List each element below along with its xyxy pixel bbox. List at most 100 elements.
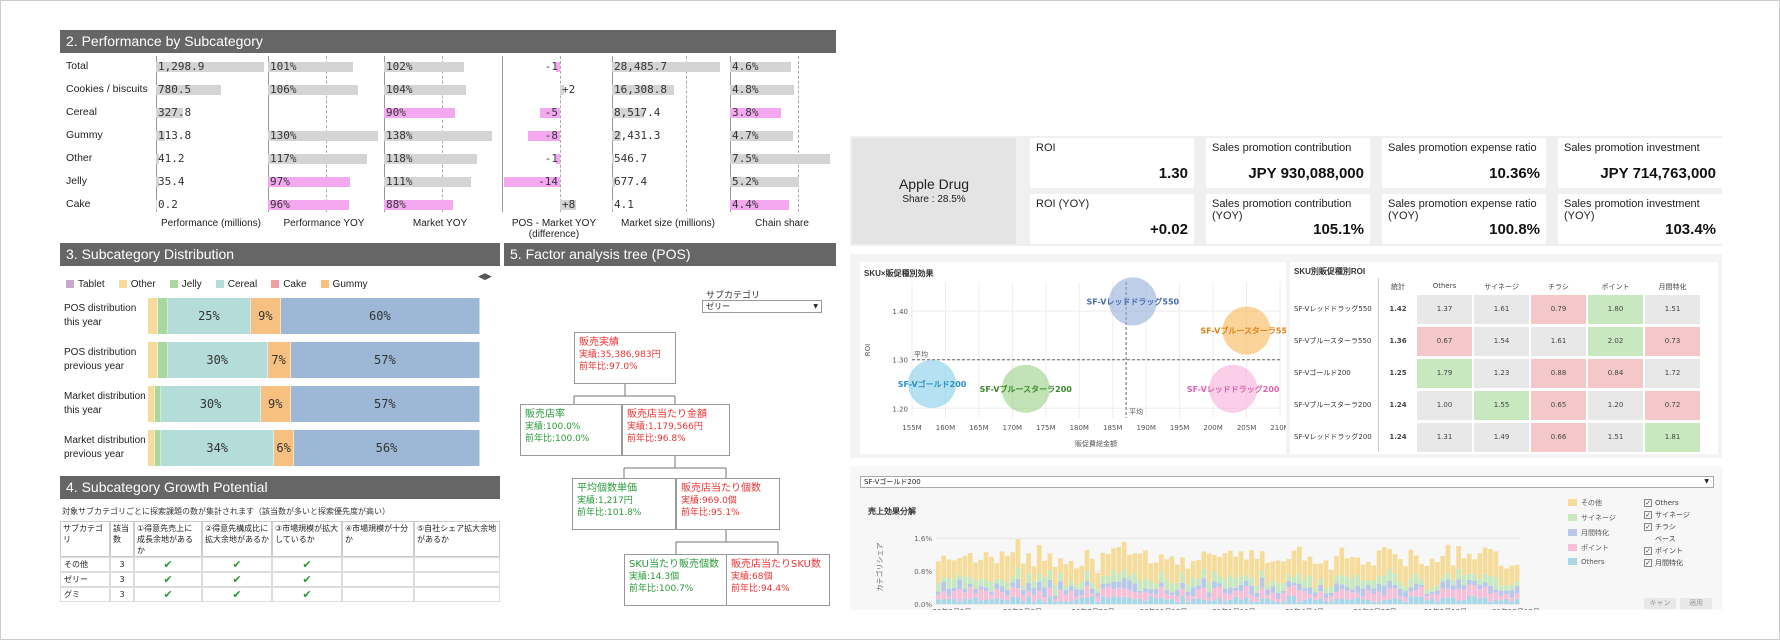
filter-option[interactable]: ✓ サイネージ [1644,510,1720,522]
kpi-card: ROI 1.30 [1030,138,1194,188]
effect-bar-segment [1355,597,1361,604]
legend-nav-arrows[interactable]: ◀▶ [478,272,492,282]
filter-option[interactable]: ✓ ポイント [1644,546,1720,558]
growth-column-header: ③市場規模が拡大しているか [272,521,342,557]
heatmap-cell[interactable]: 0.72 [1644,390,1701,421]
effect-bar-segment [1206,597,1212,601]
heatmap-cell[interactable]: 1.81 [1644,422,1701,453]
cancel-button[interactable]: キャン [1644,598,1676,609]
bubble-point[interactable] [1209,364,1258,413]
market-yoy-value: 90% [386,106,406,119]
heatmap-cell[interactable]: 0.65 [1530,390,1587,421]
heatmap-cell[interactable]: 1.80 [1587,294,1644,325]
heatmap-cell[interactable]: 1.25 [1380,358,1416,389]
heatmap-cell[interactable]: 0.79 [1530,294,1587,325]
heatmap-cell[interactable]: 1.31 [1416,422,1473,453]
growth-column-header: ⑤自社シェア拡大余地があるか [414,521,500,557]
effect-bar-segment [1413,555,1419,574]
sku-select[interactable]: SF-Vゴールド200 ▼ [860,476,1714,488]
effect-bar-segment [1031,601,1037,604]
effect-bar-segment [1291,550,1297,578]
checkbox-checked-icon[interactable]: ✓ [1644,559,1652,567]
bubble-point[interactable] [1108,277,1157,326]
heatmap-cell[interactable]: 1.24 [1380,422,1416,453]
legend-item[interactable]: Cereal [215,279,257,290]
filter-option[interactable]: ✓ Others [1644,498,1720,510]
legend-item[interactable]: Other [118,279,156,290]
distribution-segment [157,298,168,334]
effect-bar-segment [1068,590,1074,602]
effect-bar-segment [1419,563,1424,580]
apply-button[interactable]: 適用 [1680,598,1712,609]
checkbox-checked-icon[interactable]: ✓ [1644,499,1652,507]
heatmap-cell[interactable]: 0.84 [1587,358,1644,389]
legend-label: その他 [1581,499,1602,507]
checkbox-checked-icon[interactable]: ✓ [1644,511,1652,519]
heatmap-cell[interactable]: 1.20 [1587,390,1644,421]
effect-bar-segment [1302,560,1308,580]
heatmap-cell[interactable]: 2.02 [1587,326,1644,357]
bubble-point[interactable] [1001,364,1050,413]
heatmap-cell[interactable]: 1.72 [1644,358,1701,389]
checkbox-checked-icon[interactable]: ✓ [1644,547,1652,555]
tree-node-units-per-store[interactable]: 販売店当たり個数 実績:969.0個 前年比:95.1% [676,478,780,530]
heatmap-cell[interactable]: 1.37 [1416,294,1473,325]
effect-bar-segment [1456,568,1461,580]
heatmap-cell[interactable]: 1.79 [1416,358,1473,389]
y-tick-label: 0.0% [914,601,932,609]
bubble-point[interactable] [1222,306,1271,355]
heatmap-cell[interactable]: 1.61 [1473,294,1530,325]
heatmap-cell[interactable]: 1.49 [1473,422,1530,453]
chain-share-value: 4.4% [732,198,759,211]
effect-bar-segment [1376,591,1382,602]
effect-bar-segment [936,599,941,604]
heatmap-cell[interactable]: 1.61 [1530,326,1587,357]
tree-node-actual: 実績:35,386,983円 [579,350,661,360]
effect-bar-segment [1350,557,1355,579]
filter-option[interactable]: ✓ チラシ [1644,522,1720,534]
heatmap-cell[interactable]: 1.54 [1473,326,1530,357]
heatmap-cell[interactable]: 1.36 [1380,326,1416,357]
effect-bar-segment [1052,584,1058,596]
distribution-row-label: POS distribution this year [64,303,137,328]
heatmap-cell[interactable]: 1.55 [1473,390,1530,421]
legend-item[interactable]: Tablet [66,279,105,290]
y-tick-label: 1.20 [892,405,908,413]
heatmap-cell[interactable]: 1.51 [1587,422,1644,453]
heatmap-cell[interactable]: 0.88 [1530,358,1587,389]
legend-item[interactable]: Gummy [320,279,368,290]
effect-chart-title: 売上効果分解 [868,507,916,516]
tree-node-actual: 実績:68個 [731,572,773,582]
heatmap-cell[interactable]: 0.73 [1644,326,1701,357]
tree-node-sku-per-store[interactable]: 販売店当たりSKU数 実績:68個 前年比:94.4% [726,554,830,606]
tree-node-units-per-sku[interactable]: SKU当たり販売個数 実績:14.3個 前年比:100.7% [624,554,728,606]
legend-item[interactable]: Jelly [169,279,202,290]
filter-option[interactable]: ✓ 月間特化 [1644,558,1720,570]
effect-bar-segment [1275,598,1281,602]
effect-bar-segment [1376,601,1382,604]
kpi-value: 105.1% [1313,221,1364,238]
effect-bar-segment [1105,586,1111,598]
heatmap-cell[interactable]: 1.23 [1473,358,1530,389]
heatmap-cell[interactable]: 0.66 [1530,422,1587,453]
legend-swatch [215,280,224,288]
growth-row-name: グミ [60,587,110,602]
effect-bar-segment [978,586,984,589]
heatmap-cell[interactable]: 1.00 [1416,390,1473,421]
bubble-point[interactable] [908,360,957,408]
legend-item[interactable]: Cake [271,279,307,290]
checkbox-checked-icon[interactable]: ✓ [1644,523,1652,531]
heatmap-cell[interactable]: 1.42 [1380,294,1416,325]
heatmap-cell[interactable]: 1.51 [1644,294,1701,325]
tree-node-sales[interactable]: 販売実績 実績:35,386,983円 前年比:97.0% [574,332,676,384]
market-size-bar [612,62,720,72]
tree-node-store-rate[interactable]: 販売店率 実績:100.0% 前年比:100.0% [520,404,622,456]
subcategory-select[interactable]: ゼリー ▼ [702,300,822,313]
heatmap-cell[interactable]: 0.67 [1416,326,1473,357]
heatmap-cell[interactable]: 1.24 [1380,390,1416,421]
tree-node-unit-price[interactable]: 平均個数単価 実績:1,217円 前年比:101.8% [572,478,676,530]
filter-option[interactable]: ベース [1644,534,1720,546]
effect-bar-segment [1403,586,1408,592]
tree-node-amount-per-store[interactable]: 販売店当たり金額 実績:1,179,566円 前年比:96.8% [622,404,730,456]
effect-bar-segment [1036,590,1042,600]
